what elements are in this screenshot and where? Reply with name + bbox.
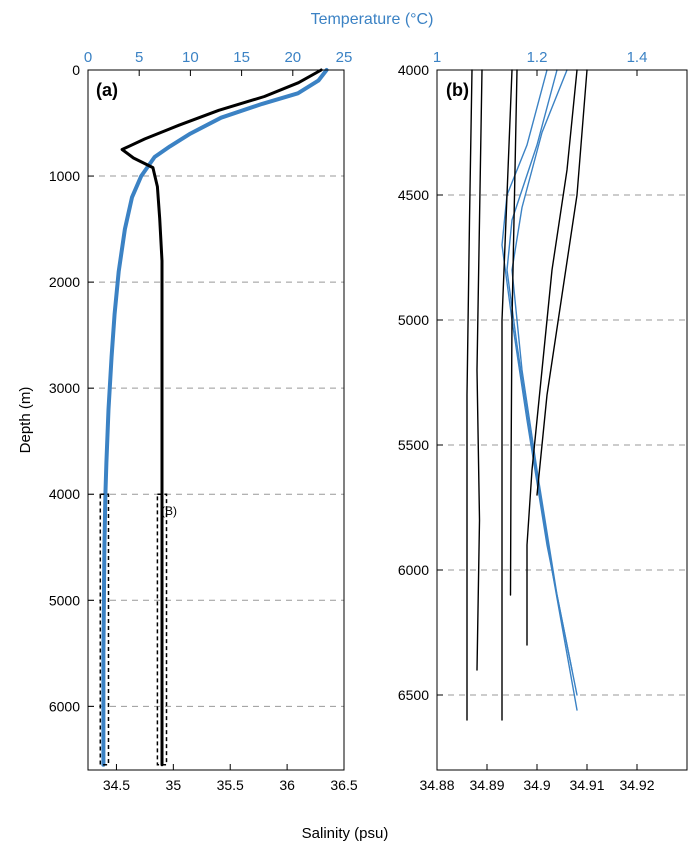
panel-b-y-tick-label: 4000 <box>398 62 429 78</box>
panel-a-x-tick-label: 36.5 <box>330 777 357 793</box>
bottom-axis-title: Salinity (psu) <box>302 825 389 842</box>
panel-b-salinity-line-6 <box>509 69 518 596</box>
panel-a-x-tick-label: 35 <box>166 777 182 793</box>
panel-a-top-tick-label: 10 <box>182 49 199 66</box>
panel-b-x-tick-label: 34.9 <box>523 777 550 793</box>
top-axis-title: Temperature (°C) <box>311 11 434 28</box>
panel-b-y-tick-label: 5500 <box>398 437 429 453</box>
panel-b-top-tick-label: 1 <box>433 49 441 66</box>
panel-a-salinity-line-1 <box>120 68 323 767</box>
panel-a: 0 1000 2000 3000 4000 5000 6000 34.5 35 35.5 36 36.… <box>49 49 358 793</box>
panel-a-temperature-line-0 <box>101 68 329 767</box>
panel-a-label: (a) <box>96 80 118 100</box>
panel-b-temperature-line-0 <box>506 69 578 711</box>
panel-a-top-tick-label: 20 <box>284 49 301 66</box>
panel-b-temperature-line-1 <box>501 69 573 671</box>
panel-b-salinity-line-4 <box>476 69 483 671</box>
panel-a-x-tick-label: 35.5 <box>217 777 244 793</box>
panel-b-y-tick-label: 6500 <box>398 687 429 703</box>
y-axis-title: Depth (m) <box>17 387 34 454</box>
panel-b-temperature-line-2 <box>511 69 578 696</box>
panel-b-grid <box>437 194 687 696</box>
panel-a-zoom-box-1 <box>156 493 168 766</box>
panel-b-label: (b) <box>446 80 469 100</box>
panel-a-y-tick-label: 0 <box>72 62 80 78</box>
panel-b-x-tick-label: 34.88 <box>419 777 454 793</box>
panel-a-top-tick-label: 25 <box>336 49 353 66</box>
panel-a-y-tick-label: 4000 <box>49 486 80 502</box>
panel-b-salinity-line-5 <box>501 69 513 721</box>
panel-a-top-tick-label: 0 <box>84 49 92 66</box>
panel-a-ticks: 0 1000 2000 3000 4000 5000 6000 34.5 35 35.5 36 36.… <box>49 49 358 793</box>
panel-b-y-tick-label: 5000 <box>398 312 429 328</box>
panel-b-salinity-line-8 <box>536 69 588 496</box>
panel-a-top-tick-label: 5 <box>135 49 143 66</box>
panel-a-y-tick-label: 1000 <box>49 168 80 184</box>
panel-b-top-tick-label: 1.4 <box>627 49 648 66</box>
panel-b-salinity-line-3 <box>466 69 473 721</box>
panel-a-x-tick-label: 36 <box>279 777 295 793</box>
panel-a-y-tick-label: 2000 <box>49 274 80 290</box>
panel-b-series <box>466 69 588 721</box>
panel-a-y-tick-label: 3000 <box>49 380 80 396</box>
panel-b-top-tick-label: 1.2 <box>527 49 548 66</box>
panel-b-y-tick-label: 4500 <box>398 187 429 203</box>
panel-b-y-tick-label: 6000 <box>398 562 429 578</box>
panel-a-x-tick-label: 34.5 <box>103 777 130 793</box>
panel-b-x-tick-label: 34.91 <box>569 777 604 793</box>
panel-a-series <box>99 68 329 767</box>
panel-b-salinity-line-7 <box>526 69 578 646</box>
panel-a-top-tick-label: 15 <box>233 49 250 66</box>
panel-b-frame <box>436 69 688 771</box>
panel-b-x-tick-label: 34.89 <box>469 777 504 793</box>
panel-a-box-label: (B) <box>161 504 177 518</box>
panel-b: 4000 4500 5000 5500 6000 6500 34.88 34.89 34.9 34… <box>398 49 688 793</box>
panel-a-grid <box>88 175 344 707</box>
panel-a-y-tick-label: 5000 <box>49 592 80 608</box>
panel-a-zoom-box-0 <box>99 493 110 766</box>
panel-a-y-tick-label: 6000 <box>49 698 80 714</box>
panel-b-ticks: 4000 4500 5000 5500 6000 6500 34.88 34.89 34.9 34… <box>398 49 655 793</box>
panel-b-x-tick-label: 34.92 <box>619 777 654 793</box>
panel-a-frame <box>87 69 345 771</box>
